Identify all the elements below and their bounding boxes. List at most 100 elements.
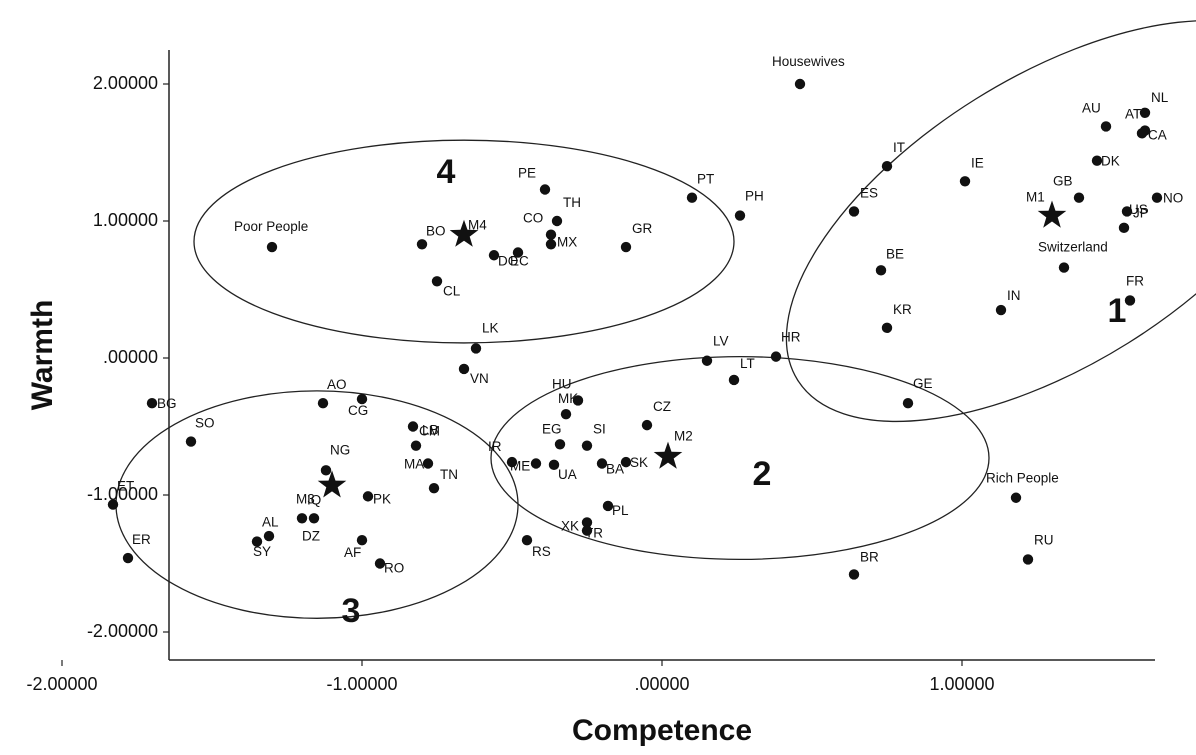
point-mk: [560, 408, 572, 420]
x-tick-label: -1.00000: [326, 674, 397, 694]
point-label-et: ET: [117, 479, 134, 494]
point-label-pl: PL: [612, 503, 629, 518]
point-label-at: AT: [1125, 107, 1141, 122]
point-label-do: DO: [498, 253, 518, 268]
point-label-gb: GB: [1053, 174, 1073, 189]
point-label-ph: PH: [745, 189, 764, 204]
centroid-label-m3: M3: [296, 491, 315, 506]
point-vn: [458, 363, 470, 375]
point-label-me: ME: [510, 458, 530, 473]
point-pl: [602, 500, 614, 512]
point-be: [875, 265, 887, 276]
y-tick-label: -2.00000: [87, 621, 158, 641]
x-tick-label: -2.00000: [26, 674, 97, 694]
point-label-xk: XK: [561, 519, 579, 534]
point-ge: [902, 398, 914, 409]
point-label-sy: SY: [253, 544, 271, 559]
point-us: [1118, 222, 1130, 234]
point-label-er: ER: [132, 532, 151, 547]
point-label-cm: CM: [419, 424, 440, 439]
point-tr: [581, 517, 593, 528]
point-label-dk: DK: [1101, 154, 1120, 169]
point-es: [848, 206, 860, 217]
point-cm: [407, 421, 419, 432]
point-gb: [1073, 192, 1085, 203]
point-label-ng: NG: [330, 442, 350, 457]
point-label-rs: RS: [532, 544, 551, 559]
point-label-ge: GE: [913, 376, 933, 391]
y-tick-label: 2.00000: [93, 73, 158, 93]
point-label-ir: IR: [488, 439, 502, 454]
point-dk: [1091, 155, 1103, 166]
point-br: [848, 569, 860, 580]
point-label-ec: EC: [510, 254, 529, 269]
point-do: [488, 250, 500, 261]
y-tick-label: 1.00000: [93, 210, 158, 230]
point-label-hr: HR: [781, 330, 801, 345]
cluster-ellipse-4: [193, 139, 735, 344]
point-xk: [581, 525, 593, 536]
point-gr: [620, 241, 632, 253]
point-cg: [356, 393, 368, 405]
point-label-co: CO: [523, 211, 543, 226]
point-label-th: TH: [563, 195, 581, 210]
axis-ticks: -2.00000-1.00000.000001.000002.00000-2.0…: [26, 73, 994, 694]
y-tick-label: .00000: [103, 347, 158, 367]
point-label-eg: EG: [542, 421, 562, 436]
point-au: [1100, 121, 1112, 132]
point-switzerland: [1058, 262, 1070, 273]
point-label-so: SO: [195, 416, 215, 431]
point-eg: [554, 439, 566, 450]
point-label-pt: PT: [697, 172, 714, 187]
cluster-number-2: 2: [753, 455, 772, 493]
point-label-cl: CL: [443, 283, 461, 298]
data-points: HousewivesNLAUATCASEDKFINOITIEESGBJPUSBE…: [107, 54, 1183, 580]
point-label-si: SI: [593, 422, 606, 437]
x-tick-label: 1.00000: [929, 674, 994, 694]
point-ec: [512, 247, 524, 258]
point-hr: [770, 351, 782, 362]
point-label-be: BE: [886, 246, 904, 261]
centroid-label-m1: M1: [1026, 190, 1045, 205]
point-pe: [539, 184, 551, 195]
point-fr: [1124, 295, 1136, 306]
point-ua: [548, 459, 560, 471]
axes: [168, 50, 1155, 661]
point-ca: [1136, 128, 1148, 139]
point-label-cz: CZ: [653, 399, 671, 414]
point-lv: [701, 355, 713, 366]
point-nl: [1139, 107, 1151, 118]
point-label-housewives: Housewives: [772, 54, 845, 69]
point-ao: [317, 398, 329, 409]
point-label-br: BR: [860, 549, 879, 564]
point-ba: [596, 458, 608, 469]
point-label-cg: CG: [348, 403, 368, 418]
point-label-ro: RO: [384, 561, 404, 576]
cluster-ellipses: 1 2 3 4: [115, 19, 1196, 630]
point-label-ie: IE: [971, 155, 984, 170]
point-label-in: IN: [1007, 288, 1021, 303]
point-rich-people: [1010, 492, 1022, 503]
point-af: [356, 535, 368, 546]
point-label-gr: GR: [632, 221, 653, 236]
point-label-us: US: [1129, 202, 1148, 217]
cluster-number-3: 3: [342, 592, 361, 630]
point-rs: [521, 535, 533, 546]
point-iq: [296, 513, 308, 524]
point-in: [995, 304, 1007, 316]
centroid-label-m4: M4: [468, 218, 487, 233]
x-tick-label: .00000: [634, 674, 689, 694]
point-ro: [374, 558, 386, 569]
point-ie: [959, 176, 971, 187]
point-ma: [422, 458, 434, 469]
cluster-number-1: 1: [1108, 292, 1127, 330]
point-label-kr: KR: [893, 302, 912, 317]
point-label-ca: CA: [1148, 127, 1167, 142]
point-poor-people: [266, 241, 278, 253]
y-tick-label: -1.00000: [87, 484, 158, 504]
point-label-lk: LK: [482, 320, 499, 335]
centroid-star-m2: [653, 441, 683, 469]
point-label-fr: FR: [1126, 273, 1144, 288]
point-et: [107, 499, 119, 510]
